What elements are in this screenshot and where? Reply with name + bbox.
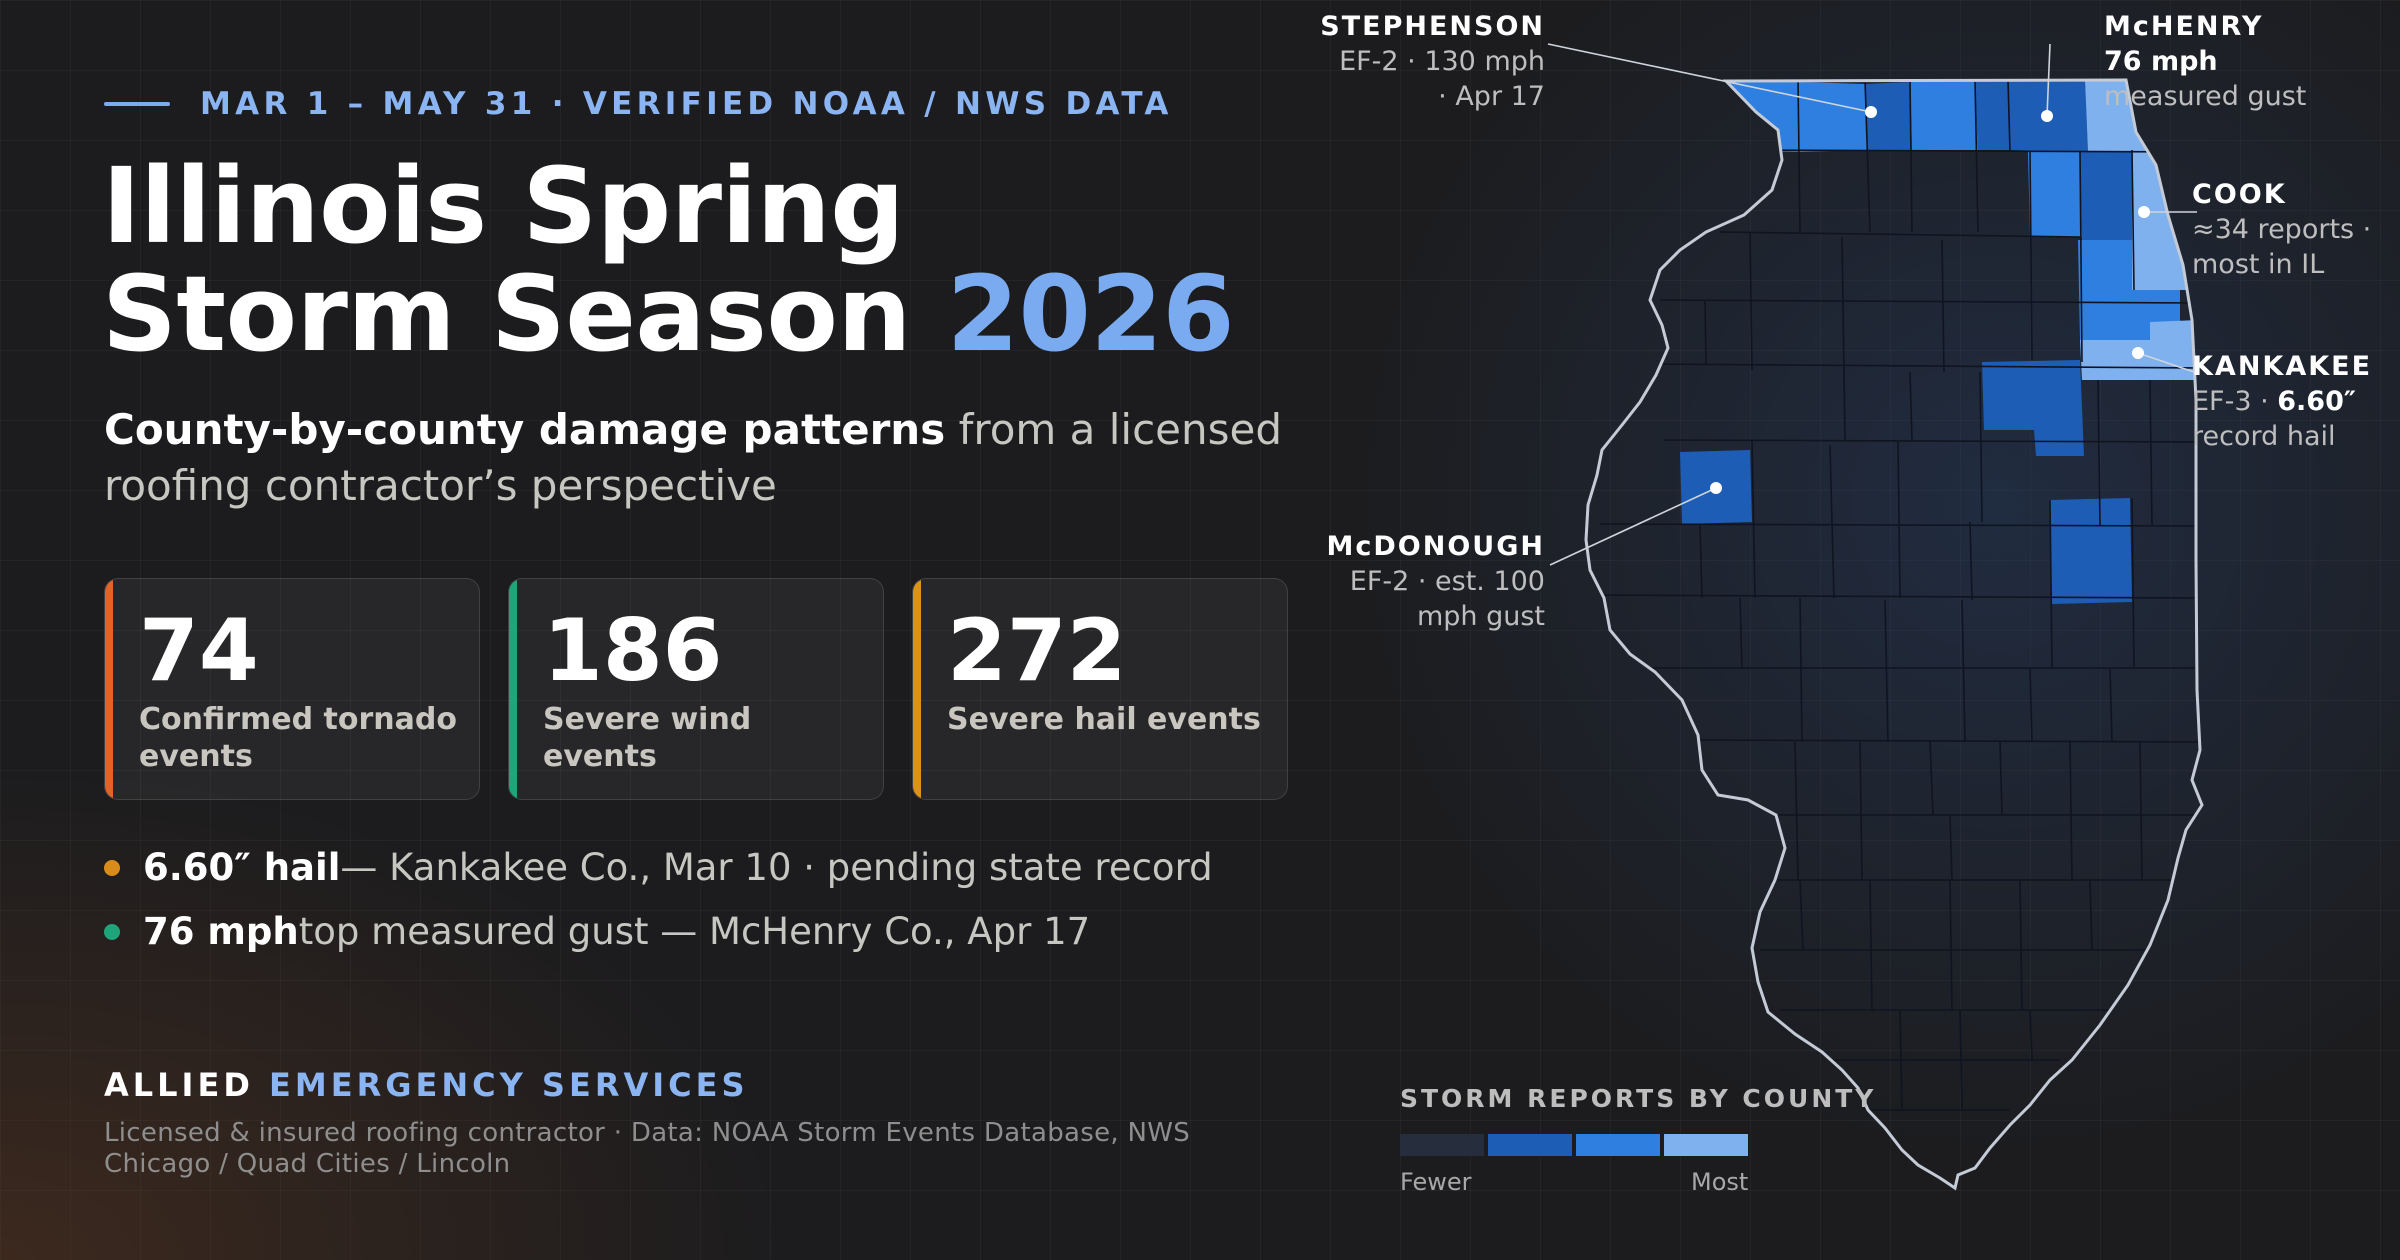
stat-accent-bar	[105, 579, 113, 799]
background-glow-blue	[1250, 0, 2400, 1260]
highlight-gust: 76 mph top measured gust — McHenry Co., …	[104, 910, 1090, 953]
marker-mchenry	[2041, 110, 2053, 122]
callout-detail: mph gust	[1416, 601, 1545, 632]
callout-mcdonough: McDONOUGH EF-2 · est. 100 mph gust	[1327, 530, 1545, 634]
stat-accent-bar	[913, 579, 921, 799]
stat-label: Severe hail events	[947, 702, 1261, 737]
callout-detail: · Apr 17	[1438, 81, 1545, 112]
eyebrow-text: MAR 1 – MAY 31 · VERIFIED NOAA / NWS DAT…	[200, 86, 1173, 122]
marker-cook	[2138, 206, 2150, 218]
county	[2028, 152, 2082, 237]
marker-stephenson	[1865, 106, 1877, 118]
legend-swatch	[1576, 1134, 1660, 1156]
legend-title: STORM REPORTS BY COUNTY	[1400, 1084, 1877, 1113]
highlight-dot	[104, 859, 120, 876]
callout-bold: 76 mph	[2104, 46, 2218, 77]
callout-detail: most in IL	[2192, 249, 2325, 280]
callout-detail: record hail	[2192, 421, 2336, 452]
eyebrow: MAR 1 – MAY 31 · VERIFIED NOAA / NWS DAT…	[104, 86, 1173, 122]
highlight-text: — Kankakee Co., Mar 10 · pending state r…	[340, 846, 1213, 889]
legend-swatches	[1400, 1134, 1876, 1156]
brand-accent: EMERGENCY SERVICES	[269, 1066, 749, 1104]
callout-name: COOK	[2192, 179, 2287, 210]
county	[2078, 240, 2180, 340]
callout-detail: measured gust	[2104, 81, 2307, 112]
stat-value: 74	[139, 601, 259, 701]
callout-kankakee: KANKAKEE EF-3 · 6.60″ record hail	[2192, 350, 2372, 454]
county	[2080, 152, 2132, 240]
legend-scale: Fewer Most	[1400, 1168, 1750, 1198]
highlight-text: top measured gust — McHenry Co., Apr 17	[298, 910, 1091, 953]
county-boundaries	[1589, 80, 2201, 1111]
legend-min-label: Fewer	[1400, 1168, 1472, 1196]
callout-detail: EF-2 · 130 mph	[1339, 46, 1545, 77]
stat-value: 186	[543, 601, 723, 701]
brand-plain: ALLIED	[104, 1066, 270, 1104]
county	[1720, 80, 1870, 152]
legend-swatch	[1400, 1134, 1484, 1156]
eyebrow-rule	[104, 102, 170, 106]
callout-name: STEPHENSON	[1320, 11, 1545, 42]
subtitle: County-by-county damage patterns from a …	[104, 402, 1324, 514]
marker-kankakee	[2132, 347, 2144, 359]
title-year: 2026	[946, 253, 1235, 375]
stat-card-tornado: 74 Confirmed tornado events	[104, 578, 480, 800]
county	[1910, 80, 1978, 150]
stat-card-hail: 272 Severe hail events	[912, 578, 1288, 800]
callout-detail: EF-3 ·	[2192, 386, 2278, 417]
stat-label: Severe wind events	[543, 702, 752, 774]
subtitle-bold: County-by-county damage patterns	[104, 405, 946, 454]
legend-max-label: Most	[1691, 1168, 1749, 1196]
highlight-dot	[104, 923, 120, 940]
background-glow-orange	[0, 700, 900, 1260]
subtitle-rest: from a licensed roofing contractor’s per…	[104, 405, 1283, 510]
title-line-2: Storm Season	[102, 253, 911, 375]
callout-detail: EF-2 · est. 100	[1349, 566, 1545, 597]
stat-label: Confirmed tornado events	[139, 702, 457, 774]
highlight-bold: 76 mph	[143, 910, 299, 953]
stat-value: 272	[947, 601, 1127, 701]
callout-leaders	[1547, 43, 2197, 566]
callout-detail: ≈34 reports ·	[2192, 214, 2372, 245]
county	[2050, 498, 2132, 604]
highlight-bold: 6.60″ hail	[143, 846, 341, 889]
legend-swatch	[1488, 1134, 1572, 1156]
stat-card-wind: 186 Severe wind events	[508, 578, 884, 800]
page-title: Illinois Spring Storm Season 2026	[102, 152, 1235, 368]
county	[1982, 360, 2084, 456]
callout-name: KANKAKEE	[2192, 351, 2373, 382]
callout-cook: COOK ≈34 reports · most in IL	[2192, 178, 2371, 282]
footer-brand: ALLIED EMERGENCY SERVICES	[104, 1066, 749, 1104]
callout-bold: 6.60″	[2277, 386, 2356, 417]
county	[1975, 80, 2010, 150]
map-legend: STORM REPORTS BY COUNTY Fewer Most	[1400, 1084, 1876, 1198]
stat-accent-bar	[509, 579, 517, 799]
highlight-hail: 6.60″ hail — Kankakee Co., Mar 10 · pend…	[104, 846, 1213, 889]
callout-name: McHENRY	[2104, 11, 2264, 42]
title-line-1: Illinois Spring	[102, 145, 905, 267]
callout-mchenry: McHENRY 76 mph measured gust	[2104, 10, 2306, 114]
legend-swatch	[1664, 1134, 1748, 1156]
county	[1865, 82, 1912, 150]
callout-stephenson: STEPHENSON EF-2 · 130 mph · Apr 17	[1320, 10, 1545, 114]
callout-name: McDONOUGH	[1326, 531, 1545, 562]
county	[2132, 152, 2200, 290]
county-grid	[1680, 80, 2200, 604]
marker-mcdonough	[1710, 482, 1722, 494]
footer-source-note: Licensed & insured roofing contractor · …	[104, 1118, 1191, 1179]
